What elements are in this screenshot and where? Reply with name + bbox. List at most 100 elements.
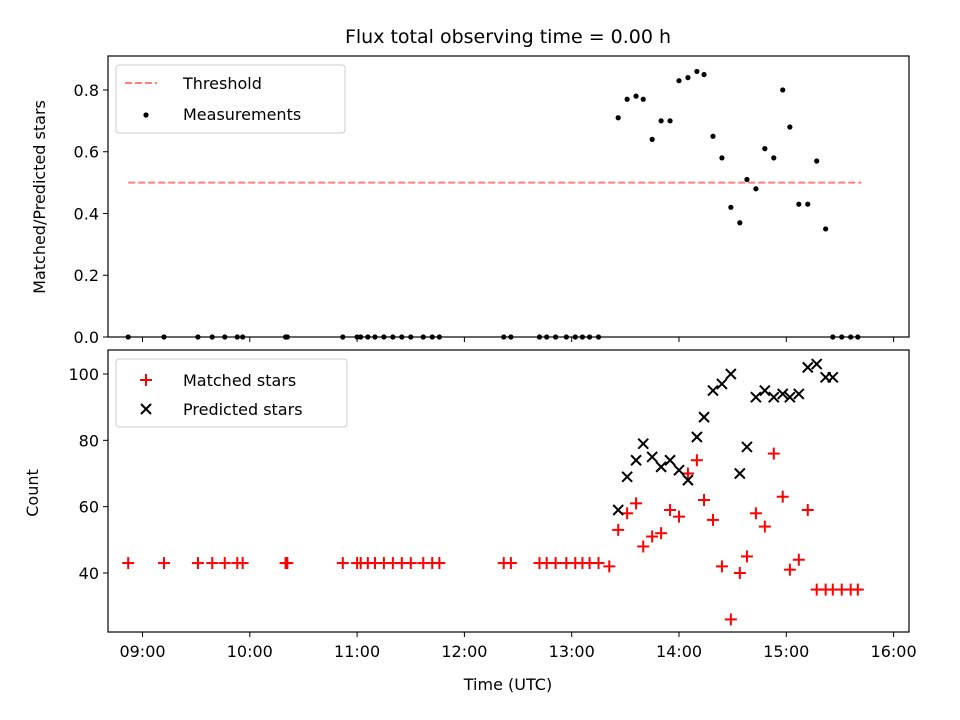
matched-star-point <box>792 553 805 566</box>
measurement-point <box>633 93 639 99</box>
measurement-point <box>787 124 793 130</box>
matched-star-point <box>767 447 780 460</box>
top-legend: Threshold Measurements <box>115 64 346 134</box>
legend-matched-swatch <box>140 374 152 386</box>
measurement-point <box>615 115 621 121</box>
predicted-star-point <box>802 361 814 374</box>
matched-star-point <box>603 560 616 573</box>
measurement-point <box>658 118 664 124</box>
measurement-point <box>667 118 673 124</box>
predicted-star-point <box>637 437 649 450</box>
measurement-point <box>719 155 725 161</box>
x-tick-label: 14:00 <box>656 642 702 661</box>
predicted-star-point <box>777 388 789 400</box>
x-tick-label: 13:00 <box>549 642 595 661</box>
legend-threshold-label: Threshold <box>182 74 262 93</box>
predicted-star-point <box>734 467 746 480</box>
bottom-legend-box <box>115 358 348 428</box>
top-axes-frame <box>107 55 910 338</box>
bottom-y-tick-label: 60 <box>79 498 99 517</box>
predicted-star-point <box>827 371 839 384</box>
matched-star-point <box>504 557 517 570</box>
predicted-star-point <box>621 471 633 483</box>
measurement-point <box>823 226 829 232</box>
measurement-point <box>676 78 682 84</box>
measurement-point <box>805 201 811 207</box>
x-tick-label: 10:00 <box>227 642 273 661</box>
predicted-star-point <box>741 441 753 453</box>
x-tick-label: 16:00 <box>871 642 917 661</box>
bottom-y-axis-label: Count <box>23 469 42 517</box>
top-y-tick-label: 0.0 <box>74 328 99 347</box>
matched-star-point <box>715 560 728 573</box>
predicted-star-point <box>759 384 771 397</box>
predicted-star-point <box>612 504 624 516</box>
measurement-point <box>744 176 750 183</box>
predicted-star-point <box>691 431 703 443</box>
matched-star-point <box>646 530 659 543</box>
legend-matched-label: Matched stars <box>183 371 296 390</box>
predicted-star-point <box>655 461 667 473</box>
matched-star-point <box>698 494 711 507</box>
predicted-star-point <box>810 358 823 370</box>
measurement-point <box>796 201 802 207</box>
measurement-point <box>624 96 630 102</box>
matched-star-point <box>637 540 650 553</box>
predicted-star-point <box>646 451 658 463</box>
legend-measurements-label: Measurements <box>183 105 301 124</box>
legend-measurements-swatch <box>143 112 149 118</box>
bottom-axes-frame <box>107 349 910 633</box>
predicted-star-point <box>664 454 676 466</box>
measurement-point <box>814 158 820 164</box>
measurement-point <box>694 68 700 75</box>
measurement-point <box>753 186 759 192</box>
predicted-star-point <box>707 384 719 397</box>
matched-star-point <box>664 503 677 516</box>
matched-star-point <box>776 490 789 503</box>
top-axes: 0.00.20.40.60.8 Matched/Predicted stars … <box>30 55 910 347</box>
top-y-axis-label: Matched/Predicted stars <box>30 100 49 294</box>
predicted-star-point <box>630 454 642 466</box>
measurement-point <box>640 96 646 102</box>
x-tick-label: 12:00 <box>441 642 487 661</box>
predicted-star-point <box>716 378 728 390</box>
matched-star-point <box>733 567 746 579</box>
measurement-point <box>762 146 768 152</box>
x-tick-label: 09:00 <box>119 642 165 661</box>
predicted-star-point <box>784 391 796 403</box>
x-tick-label: 11:00 <box>334 642 380 661</box>
bottom-y-tick-label: 100 <box>68 365 99 384</box>
matched-star-point <box>336 557 349 570</box>
predicted-star-point <box>768 391 780 403</box>
matched-star-point <box>740 550 753 563</box>
measurement-point <box>701 71 707 78</box>
matched-star-point <box>621 507 634 520</box>
predicted-star-point <box>682 474 694 486</box>
matched-star-point <box>673 510 685 523</box>
legend-predicted-swatch <box>140 403 152 415</box>
bottom-axes: 09:00 10:00 11:00 12:00 13:00 14:00 15:00 16:00… <box>23 349 917 694</box>
measurement-point <box>728 204 734 210</box>
matched-star-point <box>433 557 446 570</box>
matched-star-point <box>851 583 864 596</box>
matched-star-point <box>592 557 605 570</box>
measurement-point <box>685 75 691 81</box>
matched-star-point <box>549 557 562 570</box>
legend-predicted-label: Predicted stars <box>183 400 303 419</box>
chart-title: Flux total observing time = 0.00 h <box>345 26 671 48</box>
predicted-star-point <box>698 411 710 423</box>
matched-star-point <box>758 520 771 533</box>
x-tick-label: 15:00 <box>763 642 809 661</box>
top-y-tick-label: 0.6 <box>74 143 99 162</box>
matched-star-point <box>404 557 417 570</box>
matched-star-point <box>206 557 219 570</box>
matched-star-point <box>218 557 231 570</box>
top-y-tick-label: 0.8 <box>74 81 99 100</box>
predicted-star-point <box>673 464 685 476</box>
matched-star-point <box>236 557 249 570</box>
bottom-y-tick-label: 40 <box>79 564 99 583</box>
predicted-star-point <box>750 391 762 403</box>
bottom-y-tick-label: 80 <box>79 431 99 450</box>
matched-star-point <box>281 557 294 570</box>
